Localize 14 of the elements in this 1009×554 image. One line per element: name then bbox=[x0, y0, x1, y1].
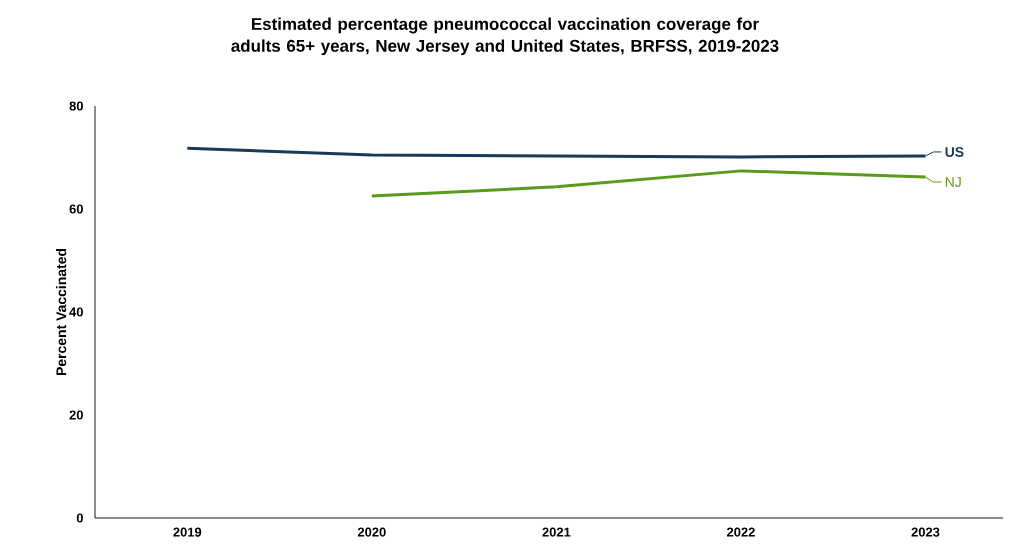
y-tick-label: 20 bbox=[69, 410, 83, 420]
x-tick-label: 2023 bbox=[911, 527, 940, 537]
x-tick-label: 2019 bbox=[173, 527, 202, 537]
y-tick-label: 60 bbox=[69, 204, 83, 214]
y-tick-label: 0 bbox=[76, 513, 83, 523]
y-tick-label: 40 bbox=[69, 307, 83, 317]
x-tick-label: 2020 bbox=[357, 527, 386, 537]
y-tick-label: 80 bbox=[69, 101, 83, 111]
legend-label: US bbox=[945, 147, 964, 157]
y-axis-title: Percent Vaccinated bbox=[56, 248, 67, 376]
x-tick-label: 2021 bbox=[542, 527, 571, 537]
x-tick-label: 2022 bbox=[726, 527, 755, 537]
legend-label: NJ bbox=[945, 177, 961, 187]
chart-title: Estimated percentage pneumococcal vaccination coverage for adults 65+ years, New Jersey and United States, BRFSS, 2019-2023 bbox=[231, 17, 779, 56]
